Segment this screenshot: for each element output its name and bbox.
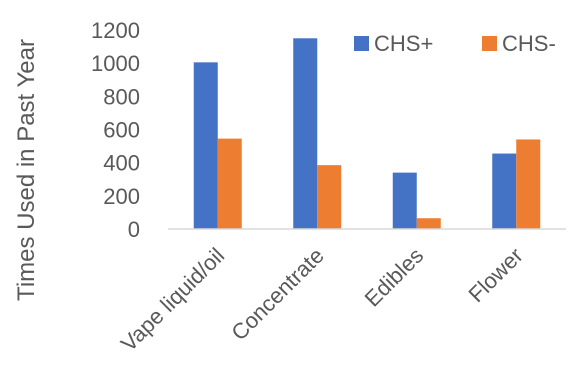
bar — [193, 62, 218, 230]
legend-swatch — [354, 36, 369, 51]
legend-label: CHS+ — [374, 31, 433, 56]
bar — [392, 172, 417, 229]
bar — [217, 138, 242, 229]
y-tick-label: 200 — [103, 184, 140, 209]
y-axis-ticks: 0 200 400 600 800 1000 1200 — [91, 18, 140, 242]
x-category-label: Edibles — [360, 243, 429, 312]
bar — [416, 218, 441, 229]
x-category-label: Flower — [463, 243, 527, 307]
y-tick-label: 0 — [128, 217, 140, 242]
legend-label: CHS- — [502, 31, 556, 56]
legend-swatch — [482, 36, 497, 51]
y-tick-label: 800 — [103, 84, 140, 109]
bar — [492, 153, 517, 229]
y-tick-label: 1200 — [91, 18, 140, 43]
legend: CHS+ CHS- — [354, 31, 556, 56]
x-category-label: Vape liquid/oil — [116, 243, 229, 356]
y-tick-label: 400 — [103, 151, 140, 176]
bar — [516, 139, 541, 229]
bars — [193, 38, 541, 230]
y-axis-title: Times Used in Past Year — [13, 39, 40, 301]
y-tick-label: 600 — [103, 118, 140, 143]
bar — [293, 38, 318, 229]
x-category-label: Concentrate — [226, 243, 328, 345]
bar — [317, 165, 342, 229]
y-tick-label: 1000 — [91, 51, 140, 76]
